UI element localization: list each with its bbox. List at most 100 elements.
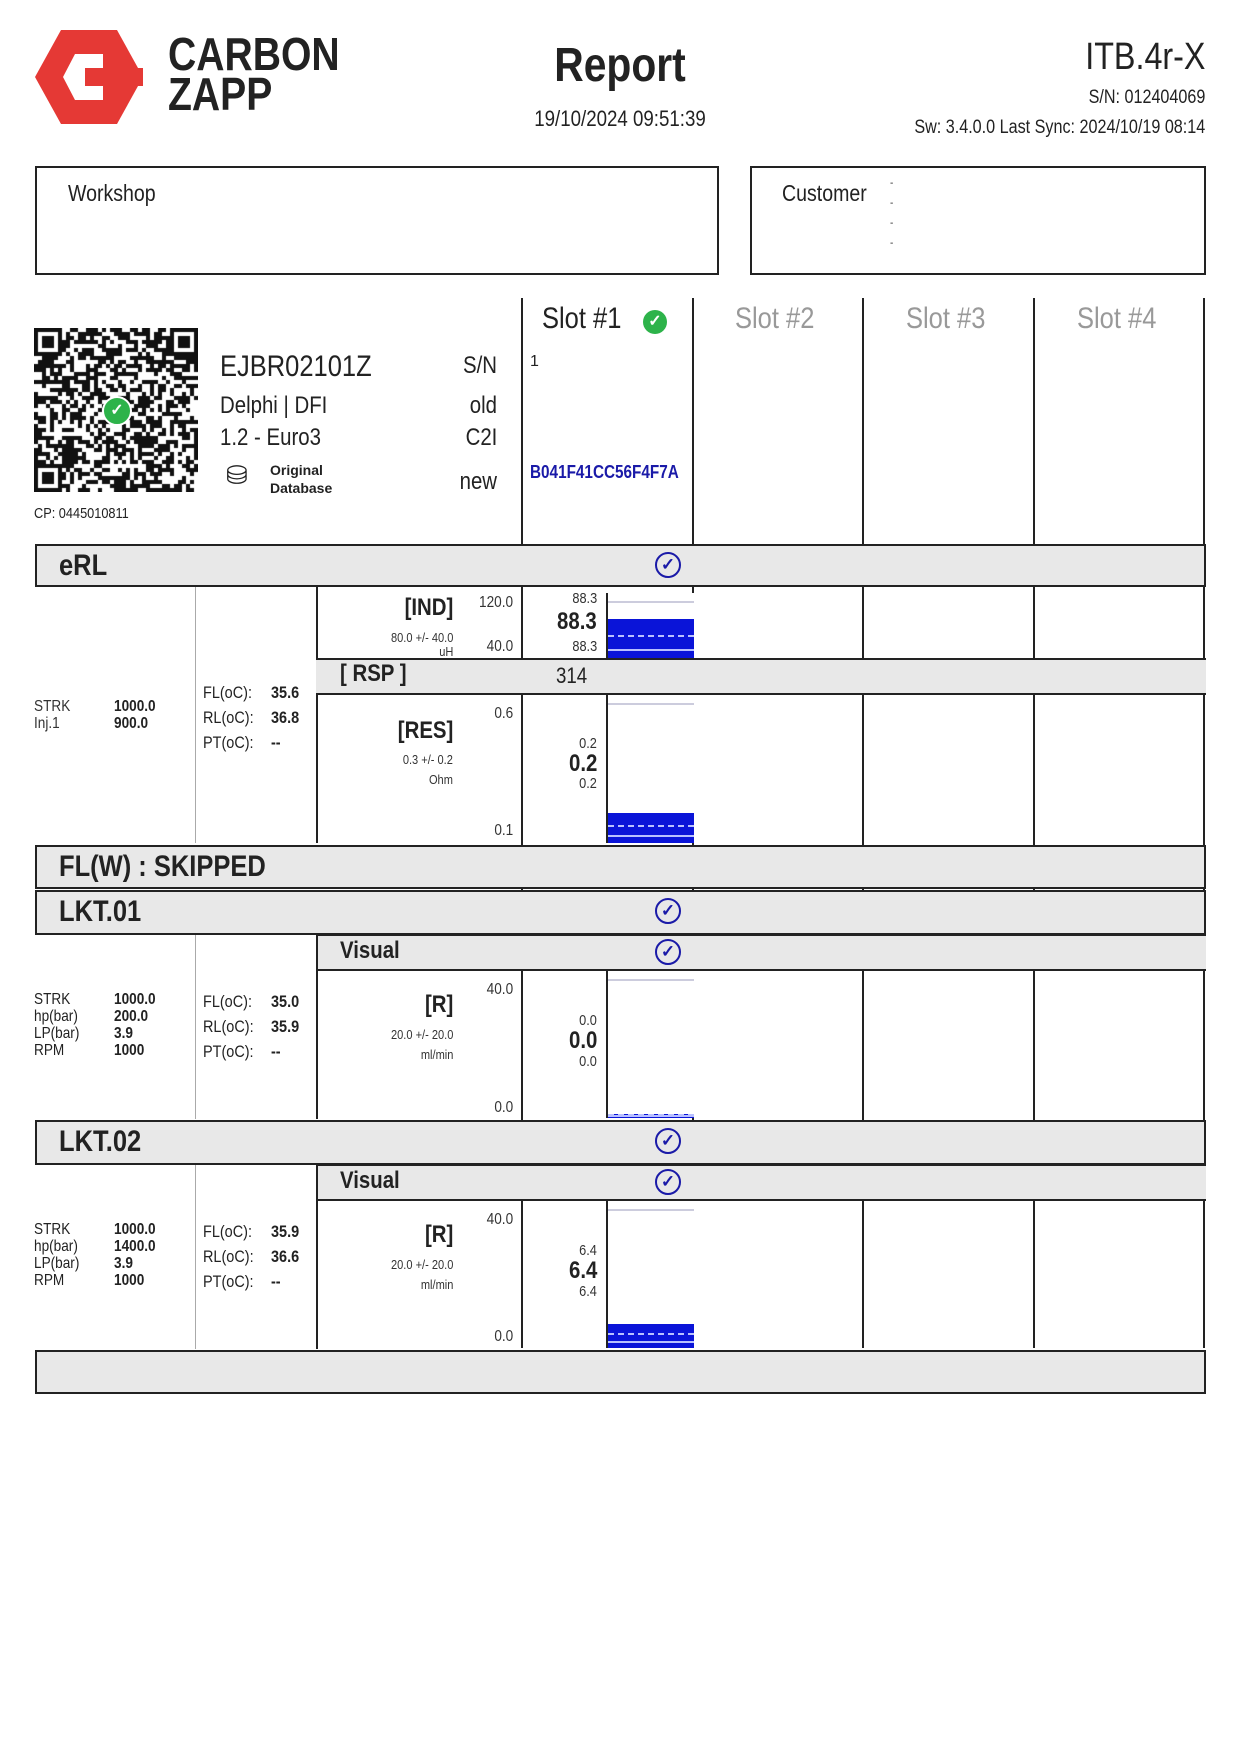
lkt02-slot1-check-icon: ✓ — [655, 1128, 681, 1154]
slot-1-label: Slot #1 — [542, 302, 622, 335]
lkt02-temp-labels: FL(oC): RL(oC): PT(oC): — [203, 1222, 254, 1291]
software-sync: Sw: 3.4.0.0 Last Sync: 2024/10/19 08:14 — [914, 117, 1205, 138]
erl-section-header — [35, 544, 1206, 587]
res-label: [RES] — [397, 717, 453, 744]
slot-1-sn: 1 — [530, 353, 539, 370]
res-spec: 0.3 +/- 0.2 Ohm — [402, 752, 453, 787]
erl-params: STRK Inj.1 — [34, 698, 71, 732]
lkt02-reading-bottom: 6.4 — [579, 1283, 597, 1300]
lkt01-r-min: 0.0 — [494, 1099, 513, 1116]
lkt01-visual-row — [316, 934, 1206, 971]
gauge-max-line — [608, 1209, 694, 1211]
slot-1-pass-icon: ✓ — [643, 310, 667, 334]
erl-param-values: 1000.0 900.0 — [114, 698, 156, 732]
res-reading: 0.2 — [568, 750, 597, 777]
gauge-reading-dash — [608, 1333, 694, 1336]
lkt02-reading: 6.4 — [568, 1257, 597, 1284]
gauge-reading-dash — [608, 1113, 694, 1116]
lkt02-section-header — [35, 1120, 1206, 1165]
lkt01-reading-top: 0.0 — [579, 1012, 597, 1029]
lkt02-gauge — [606, 1201, 694, 1348]
customer-label: Customer — [782, 180, 867, 206]
footer-bar — [35, 1350, 1206, 1394]
lkt01-r-max: 40.0 — [486, 981, 513, 998]
res-min: 0.1 — [494, 822, 513, 839]
ind-spec: 80.0 +/- 40.0 uH — [390, 630, 453, 659]
workshop-label: Workshop — [68, 180, 156, 206]
lkt02-r-spec: 20.0 +/- 20.0 ml/min — [390, 1257, 453, 1292]
brand-name: CARBON ZAPP — [168, 28, 340, 120]
lkt01-r-spec: 20.0 +/- 20.0 ml/min — [390, 1027, 453, 1062]
injector-make: Delphi | DFI — [220, 392, 328, 419]
lkt01-gauge — [606, 971, 694, 1118]
lkt01-param-values: 1000.0 200.0 3.9 1000 — [114, 991, 156, 1059]
lkt01-temp-labels: FL(oC): RL(oC): PT(oC): — [203, 992, 254, 1061]
ind-min: 40.0 — [486, 638, 513, 655]
lkt01-reading: 0.0 — [568, 1027, 597, 1054]
lkt02-reading-top: 6.4 — [579, 1242, 597, 1259]
lkt02-title: LKT.02 — [59, 1125, 142, 1158]
lkt02-temp-values: 35.9 36.6 -- — [271, 1222, 300, 1291]
flw-section-header — [35, 845, 1206, 889]
ind-reading-top: 88.3 — [572, 590, 597, 607]
gauge-reading-dash — [608, 824, 694, 827]
customer-box: Customer ---- — [750, 166, 1206, 275]
page-title: Report — [554, 39, 686, 92]
lkt02-r-max: 40.0 — [486, 1211, 513, 1228]
lkt01-temp-values: 35.0 35.9 -- — [271, 992, 300, 1061]
erl-temp-values: 35.6 36.8 -- — [271, 683, 300, 752]
lkt01-visual-label: Visual — [340, 937, 400, 964]
lkt02-params: STRK hp(bar) LP(bar) RPM — [34, 1221, 80, 1289]
lkt01-section-header — [35, 890, 1206, 935]
injector-engine: 1.2 - Euro3 — [220, 424, 321, 451]
ind-reading: 88.3 — [557, 608, 597, 635]
qr-valid-check-icon: ✓ — [102, 396, 132, 426]
ind-max: 120.0 — [478, 594, 513, 611]
erl-temp-labels: FL(oC): RL(oC): PT(oC): — [203, 683, 254, 752]
rsp-value: 314 — [556, 663, 588, 688]
device-model: ITB.4r-X — [1084, 36, 1205, 78]
ind-label: [IND] — [404, 594, 453, 621]
gauge-reading-dash — [608, 635, 694, 638]
lkt02-r-min: 0.0 — [494, 1328, 513, 1345]
gauge-max-line — [608, 979, 694, 981]
workshop-box: Workshop — [35, 166, 719, 275]
flw-title: FL(W) : SKIPPED — [59, 850, 266, 883]
gauge-max-line — [608, 601, 694, 603]
old-label: old — [469, 392, 497, 419]
lkt01-visual-check-icon: ✓ — [655, 939, 681, 965]
ind-gauge — [606, 593, 694, 659]
gauge-fill — [608, 1324, 694, 1348]
database-label: Original Database — [270, 462, 333, 496]
rsp-row — [316, 658, 1206, 695]
slot-4-label: Slot #4 — [1077, 302, 1157, 335]
lkt01-r-label: [R] — [424, 991, 453, 1018]
slot-2-label: Slot #2 — [735, 302, 815, 335]
lkt02-r-label: [R] — [424, 1221, 453, 1248]
res-max: 0.6 — [494, 705, 513, 722]
customer-lines: ---- — [890, 178, 894, 249]
cp-number: CP: 0445010811 — [34, 505, 129, 522]
database-icon: ⛁ — [226, 460, 248, 490]
lkt02-param-values: 1000.0 1400.0 3.9 1000 — [114, 1221, 156, 1289]
lkt01-params: STRK hp(bar) LP(bar) RPM — [34, 991, 80, 1059]
lkt01-slot1-check-icon: ✓ — [655, 898, 681, 924]
gauge-max-line — [608, 703, 694, 705]
ind-reading-bottom: 88.3 — [572, 638, 597, 655]
slot-1-code: B041F41CC56F4F7A — [530, 462, 679, 482]
rsp-label: [ RSP ] — [340, 660, 407, 687]
device-serial: S/N: 012404069 — [1088, 87, 1205, 108]
c2i-label: C2I — [465, 424, 497, 451]
gauge-reading-line — [608, 1115, 694, 1118]
gauge-reading-line — [608, 649, 694, 652]
gauge-reading-line — [608, 1341, 694, 1344]
gauge-fill — [608, 813, 694, 843]
gauge-fill — [608, 619, 694, 659]
res-gauge — [606, 695, 694, 843]
sn-label: S/N — [462, 352, 497, 379]
res-reading-bottom: 0.2 — [579, 775, 597, 792]
slot-3-label: Slot #3 — [906, 302, 986, 335]
erl-title: eRL — [59, 549, 108, 582]
lkt02-visual-row — [316, 1164, 1206, 1201]
